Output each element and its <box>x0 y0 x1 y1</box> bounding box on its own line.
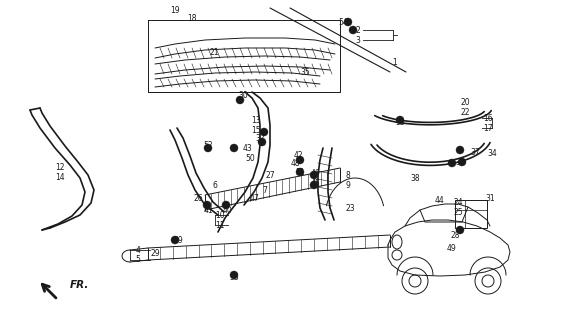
Circle shape <box>203 201 211 209</box>
Text: 50: 50 <box>245 154 255 163</box>
Text: 51: 51 <box>295 167 305 177</box>
Text: 12: 12 <box>55 163 65 172</box>
Text: 10: 10 <box>215 211 225 220</box>
Circle shape <box>296 168 304 176</box>
Text: 45: 45 <box>311 179 321 188</box>
Text: 38: 38 <box>410 173 420 182</box>
Text: 7: 7 <box>263 186 268 195</box>
Text: 8: 8 <box>346 171 350 180</box>
Circle shape <box>230 271 238 279</box>
Circle shape <box>260 128 268 136</box>
Text: 6: 6 <box>213 180 217 189</box>
Circle shape <box>204 144 212 152</box>
Circle shape <box>344 18 352 26</box>
Text: 49: 49 <box>447 244 457 252</box>
Text: 53: 53 <box>395 117 405 126</box>
Circle shape <box>222 201 230 209</box>
Bar <box>455 200 487 228</box>
Text: 5: 5 <box>136 255 140 265</box>
Text: 30: 30 <box>238 91 248 100</box>
Circle shape <box>310 171 318 179</box>
Text: 31: 31 <box>485 194 495 203</box>
Text: 43: 43 <box>243 143 253 153</box>
Circle shape <box>456 226 464 234</box>
Text: 54: 54 <box>338 18 348 27</box>
Text: 20: 20 <box>460 98 470 107</box>
Text: 17: 17 <box>483 124 493 132</box>
Text: 44: 44 <box>435 196 445 204</box>
Text: 48: 48 <box>290 158 300 167</box>
Text: 25: 25 <box>453 207 463 217</box>
Text: 37: 37 <box>470 148 480 156</box>
Circle shape <box>171 236 179 244</box>
Text: 52: 52 <box>203 140 213 149</box>
Circle shape <box>448 159 456 167</box>
Text: 41: 41 <box>203 205 213 214</box>
Text: 11: 11 <box>215 220 225 229</box>
Text: 24: 24 <box>453 197 463 206</box>
Text: 9: 9 <box>346 180 350 189</box>
Text: 46: 46 <box>311 169 321 178</box>
Text: 19: 19 <box>170 5 180 14</box>
Text: 40: 40 <box>223 205 233 214</box>
Circle shape <box>456 146 464 154</box>
Text: 4: 4 <box>136 245 140 254</box>
Circle shape <box>396 116 404 124</box>
Text: 34: 34 <box>487 148 497 157</box>
Text: 39: 39 <box>173 236 183 244</box>
Text: 1: 1 <box>393 58 397 67</box>
Text: 36: 36 <box>455 157 465 166</box>
Circle shape <box>258 138 266 146</box>
Text: 18: 18 <box>187 13 197 22</box>
Text: 27: 27 <box>265 171 275 180</box>
Text: 32: 32 <box>255 133 265 142</box>
Text: 2: 2 <box>355 26 361 35</box>
Circle shape <box>310 181 318 189</box>
Circle shape <box>296 156 304 164</box>
Text: 26: 26 <box>193 194 203 203</box>
Text: 47: 47 <box>250 194 260 203</box>
Text: 28: 28 <box>450 230 460 239</box>
Circle shape <box>349 26 357 34</box>
Text: FR.: FR. <box>70 280 89 290</box>
Text: 35: 35 <box>300 68 310 76</box>
Text: 15: 15 <box>251 125 261 134</box>
Text: 3: 3 <box>355 36 361 44</box>
Text: 33: 33 <box>229 274 239 283</box>
Text: 22: 22 <box>460 108 470 116</box>
Circle shape <box>230 144 238 152</box>
Circle shape <box>236 96 244 104</box>
Text: 14: 14 <box>55 172 65 181</box>
Text: 42: 42 <box>293 150 303 159</box>
Circle shape <box>458 158 466 166</box>
Text: 13: 13 <box>251 116 261 124</box>
Text: 29: 29 <box>150 249 160 258</box>
Text: 23: 23 <box>345 204 355 212</box>
Text: 21: 21 <box>209 47 218 57</box>
Text: 16: 16 <box>483 114 493 123</box>
